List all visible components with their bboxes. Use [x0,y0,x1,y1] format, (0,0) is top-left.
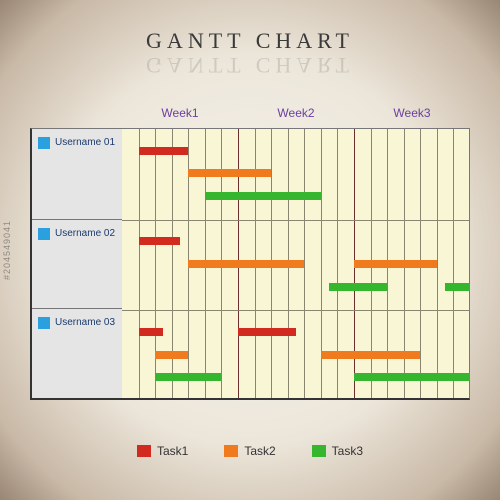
task-bar-task3 [329,283,387,291]
user-label: Username 03 [32,308,122,398]
legend-label: Task2 [244,444,275,458]
task-bar-task1 [139,147,189,155]
watermark-id: #204549041 [2,220,12,280]
user-swatch [38,228,50,240]
user-name: Username 03 [55,317,115,328]
user-label: Username 01 [32,129,122,219]
task-bar-task1 [238,328,296,336]
legend-swatch [224,445,238,457]
task-bar-task2 [188,260,304,268]
legend-item: Task2 [224,444,275,458]
user-swatch [38,317,50,329]
user-swatch [38,137,50,149]
legend-item: Task1 [137,444,188,458]
legend-swatch [137,445,151,457]
week-label: Week1 [161,106,198,120]
legend-label: Task3 [332,444,363,458]
task-bar-task2 [155,351,188,359]
gantt-chart: Week1Week2Week3 Username 01Username 02Us… [30,100,470,400]
legend-item: Task3 [312,444,363,458]
legend: Task1 Task2 Task3 [0,444,500,460]
task-bar-task3 [155,373,221,381]
task-bar-task3 [354,373,470,381]
task-bar-task2 [188,169,271,177]
week-labels: Week1 Week2 Week3 [122,106,470,126]
legend-label: Task1 [157,444,188,458]
task-bar-task1 [139,328,164,336]
chart-title: GANTT CHART [0,28,500,54]
task-bars [122,128,470,400]
task-bar-task1 [139,237,180,245]
task-bar-task3 [205,192,321,200]
user-label: Username 02 [32,219,122,309]
legend-swatch [312,445,326,457]
user-name: Username 01 [55,137,115,148]
task-bar-task2 [354,260,437,268]
task-bar-task3 [445,283,470,291]
chart-title-reflection: GANTT CHART [0,52,500,78]
task-bar-task2 [321,351,420,359]
user-label-column: Username 01 Username 02 Username 03 [30,128,122,400]
user-name: Username 02 [55,228,115,239]
week-label: Week3 [393,106,430,120]
week-label: Week2 [277,106,314,120]
